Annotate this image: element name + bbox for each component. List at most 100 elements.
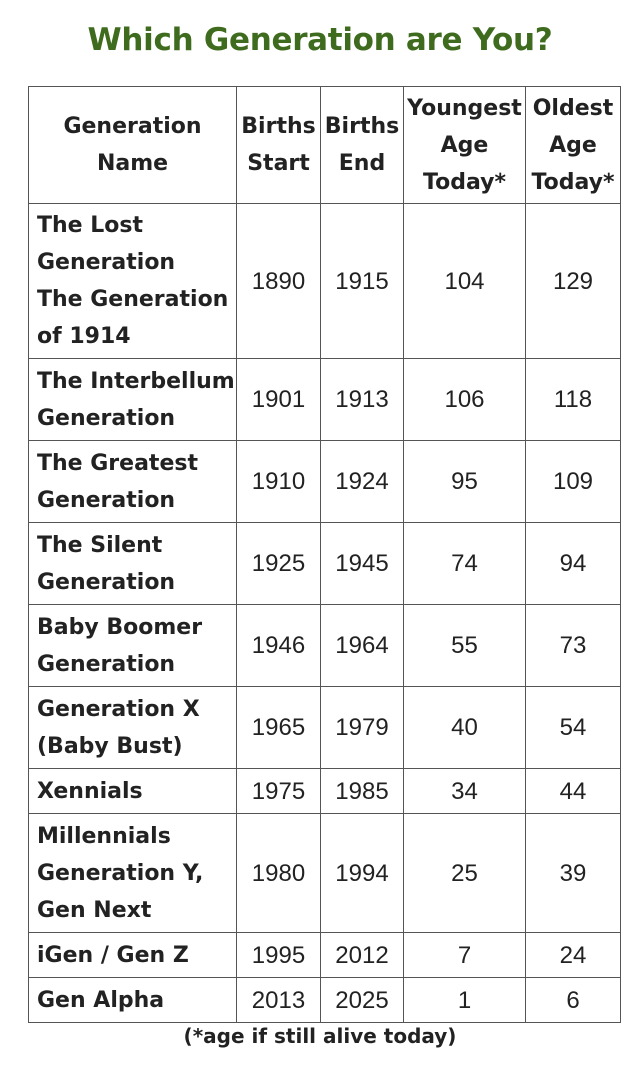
header-text: Today*	[531, 169, 615, 195]
youngest-age-cell: 40	[403, 686, 526, 769]
header-text: Youngest	[407, 95, 522, 121]
youngest-age-cell: 55	[403, 604, 526, 687]
youngest-age-cell: 1	[403, 977, 526, 1023]
births-start-cell: 1890	[236, 203, 321, 359]
youngest-age-cell: 106	[403, 358, 526, 441]
youngest-age-cell: 25	[403, 813, 526, 933]
births-start-cell: 1910	[236, 440, 321, 523]
generation-name-line: Millennials	[37, 823, 171, 849]
generation-name-line: Baby Boomer	[37, 614, 203, 640]
births-end-cell: 1985	[320, 768, 404, 814]
generation-name-line: The Generation	[37, 287, 229, 312]
generation-name-line: The Silent	[37, 532, 163, 558]
generation-name-line: Generation X	[37, 696, 200, 722]
oldest-age-cell: 109	[525, 440, 621, 523]
table-row: The Lost Generation The Generation of 19…	[28, 203, 621, 359]
births-start-cell: 2013	[236, 977, 321, 1023]
header-births-start: Births Start	[236, 86, 321, 204]
table-row: Xennials 1975 1985 34 44	[28, 768, 621, 814]
generation-name-line: (Baby Bust)	[37, 733, 183, 759]
header-text: Start	[247, 151, 310, 176]
generation-name-cell: The Lost Generation The Generation of 19…	[28, 203, 237, 359]
births-start-cell: 1901	[236, 358, 321, 441]
births-end-cell: 1913	[320, 358, 404, 441]
generation-name-line: Generation	[37, 250, 176, 275]
oldest-age-cell: 129	[525, 203, 621, 359]
header-youngest-age: Youngest Age Today*	[403, 86, 526, 204]
generation-name-line: Generation	[37, 405, 176, 431]
header-text: Age	[440, 132, 489, 158]
generation-name-line: of 1914	[37, 324, 131, 349]
births-end-cell: 1924	[320, 440, 404, 523]
births-start-cell: 1965	[236, 686, 321, 769]
generation-name-line: The Greatest	[37, 450, 198, 476]
header-text: Births	[241, 114, 316, 139]
generation-name-line: Generation	[37, 487, 176, 513]
births-end-cell: 1964	[320, 604, 404, 687]
header-generation-name: Generation Name	[28, 86, 237, 204]
youngest-age-cell: 104	[403, 203, 526, 359]
generation-name-line: Generation Y,	[37, 860, 204, 886]
generation-name-line: The Interbellum	[37, 368, 235, 394]
births-start-cell: 1975	[236, 768, 321, 814]
generation-table: Generation Name Births Start Births End …	[28, 86, 621, 1023]
generation-name-cell: Xennials	[28, 768, 237, 814]
oldest-age-cell: 94	[525, 522, 621, 605]
births-start-cell: 1995	[236, 932, 321, 978]
table-row: The Interbellum Generation 1901 1913 106…	[28, 358, 621, 441]
generation-name-cell: The Interbellum Generation	[28, 358, 237, 441]
generation-name-line: The Lost	[37, 213, 143, 238]
table-row: iGen / Gen Z 1995 2012 7 24	[28, 932, 621, 978]
generation-name-line: Gen Next	[37, 897, 152, 923]
table-row: Generation X (Baby Bust) 1965 1979 40 54	[28, 686, 621, 769]
births-end-cell: 1915	[320, 203, 404, 359]
table-row: Gen Alpha 2013 2025 1 6	[28, 977, 621, 1023]
header-text: Births	[324, 114, 400, 139]
oldest-age-cell: 54	[525, 686, 621, 769]
table-row: The Silent Generation 1925 1945 74 94	[28, 522, 621, 605]
youngest-age-cell: 95	[403, 440, 526, 523]
births-start-cell: 1946	[236, 604, 321, 687]
header-row: Generation Name Births Start Births End …	[28, 86, 621, 204]
generation-name-line: Generation	[37, 651, 176, 677]
youngest-age-cell: 7	[403, 932, 526, 978]
births-end-cell: 1945	[320, 522, 404, 605]
oldest-age-cell: 6	[525, 977, 621, 1023]
generation-name-cell: The Greatest Generation	[28, 440, 237, 523]
births-end-cell: 2012	[320, 932, 404, 978]
header-text: Age	[549, 132, 597, 158]
oldest-age-cell: 118	[525, 358, 621, 441]
page-title: Which Generation are You?	[87, 22, 553, 58]
generation-name-line: iGen / Gen Z	[37, 942, 189, 968]
births-end-cell: 1979	[320, 686, 404, 769]
births-start-cell: 1925	[236, 522, 321, 605]
oldest-age-cell: 73	[525, 604, 621, 687]
oldest-age-cell: 24	[525, 932, 621, 978]
header-text: End	[338, 151, 386, 176]
header-text: Name	[96, 151, 169, 176]
generation-name-cell: iGen / Gen Z	[28, 932, 237, 978]
youngest-age-cell: 74	[403, 522, 526, 605]
generation-name-cell: Generation X (Baby Bust)	[28, 686, 237, 769]
header-text: Oldest	[532, 95, 614, 121]
generation-name-cell: Millennials Generation Y, Gen Next	[28, 813, 237, 933]
table-row: The Greatest Generation 1910 1924 95 109	[28, 440, 621, 523]
youngest-age-cell: 34	[403, 768, 526, 814]
generation-name-cell: The Silent Generation	[28, 522, 237, 605]
table-row: Millennials Generation Y, Gen Next 1980 …	[28, 813, 621, 933]
births-start-cell: 1980	[236, 813, 321, 933]
header-text: Today*	[423, 169, 506, 195]
header-births-end: Births End	[320, 86, 404, 204]
oldest-age-cell: 39	[525, 813, 621, 933]
generation-name-line: Xennials	[37, 778, 143, 804]
generation-name-line: Generation	[37, 569, 176, 595]
generation-name-line: Gen Alpha	[37, 987, 165, 1013]
header-oldest-age: Oldest Age Today*	[525, 86, 621, 204]
generation-name-cell: Baby Boomer Generation	[28, 604, 237, 687]
header-text: Generation	[63, 114, 202, 139]
table-row: Baby Boomer Generation 1946 1964 55 73	[28, 604, 621, 687]
footnote: (*age if still alive today)	[183, 1024, 457, 1048]
births-end-cell: 1994	[320, 813, 404, 933]
oldest-age-cell: 44	[525, 768, 621, 814]
births-end-cell: 2025	[320, 977, 404, 1023]
